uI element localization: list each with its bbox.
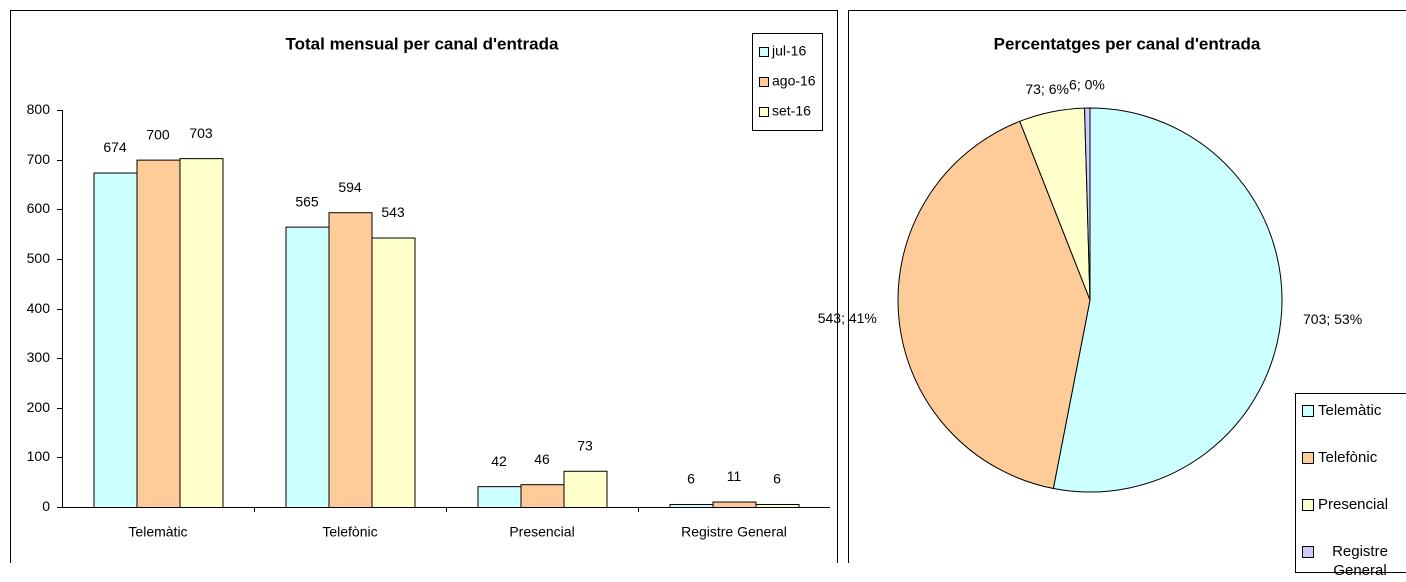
pie-title: Percentatges per canal d'entrada [994, 34, 1261, 53]
data-label: 703 [189, 125, 213, 141]
pie-label: 73; 6% [1025, 81, 1069, 97]
y-tick-label: 500 [27, 250, 51, 266]
bar [713, 502, 756, 507]
bar [670, 505, 713, 508]
y-tick-label: 800 [27, 101, 51, 117]
data-label: 73 [577, 437, 593, 453]
bar [564, 471, 607, 507]
legend-swatch [760, 78, 769, 87]
data-label: 11 [727, 468, 742, 484]
bar [756, 505, 799, 508]
y-tick-label: 100 [27, 448, 51, 464]
x-tick-label: Registre General [681, 524, 787, 540]
bar [478, 487, 521, 508]
data-label: 543 [381, 204, 405, 220]
bar-title: Total mensual per canal d'entrada [286, 34, 560, 53]
legend-label: Presencial [1318, 495, 1388, 514]
legend-swatch [1302, 405, 1314, 417]
legend-item: Telemàtic [1296, 401, 1406, 441]
legend-label: Telemàtic [1318, 401, 1381, 420]
y-tick-label: 200 [27, 399, 51, 415]
legend-swatch [1302, 452, 1314, 464]
data-label: 594 [338, 179, 362, 195]
charts: Total mensual per canal d'entrada Percen… [0, 0, 1406, 563]
legend-swatch [760, 48, 769, 57]
legend-label: Registre General [1318, 542, 1402, 580]
data-label: 674 [103, 139, 127, 155]
page: Total mensual per canal d'entrada Percen… [0, 0, 1406, 563]
x-tick-label: Telefònic [322, 524, 377, 540]
pie-label: 543; 41% [818, 310, 877, 326]
legend-item: Registre General [1296, 542, 1406, 582]
legend-swatch [1302, 546, 1314, 558]
y-tick-label: 300 [27, 349, 51, 365]
legend-label: set-16 [772, 103, 811, 119]
y-tick-label: 600 [27, 200, 51, 216]
legend-label: jul-16 [771, 43, 806, 59]
legend-item: Presencial [1296, 495, 1406, 535]
data-label: 565 [295, 193, 319, 209]
bar [286, 227, 329, 507]
x-tick-label: Telemàtic [128, 524, 187, 540]
y-tick-label: 700 [27, 151, 51, 167]
legend-label: Telefònic [1318, 448, 1377, 467]
legend-swatch [760, 108, 769, 117]
x-tick-label: Presencial [509, 524, 574, 540]
y-tick-label: 0 [42, 498, 50, 514]
bar [94, 173, 137, 507]
y-tick-label: 400 [27, 300, 51, 316]
pie-label: 6; 0% [1069, 77, 1105, 93]
bar [329, 213, 372, 508]
legend-label: ago-16 [772, 73, 816, 89]
data-label: 700 [146, 126, 170, 142]
bar [372, 238, 415, 507]
data-label: 6 [773, 471, 781, 487]
data-label: 46 [534, 451, 550, 467]
data-label: 42 [491, 453, 507, 469]
legend-item: Telefònic [1296, 448, 1406, 488]
bar [521, 485, 564, 508]
pie-label: 703; 53% [1303, 311, 1362, 327]
data-label: 6 [687, 471, 695, 487]
bar [180, 159, 223, 508]
bar [137, 160, 180, 507]
legend-swatch [1302, 499, 1314, 511]
